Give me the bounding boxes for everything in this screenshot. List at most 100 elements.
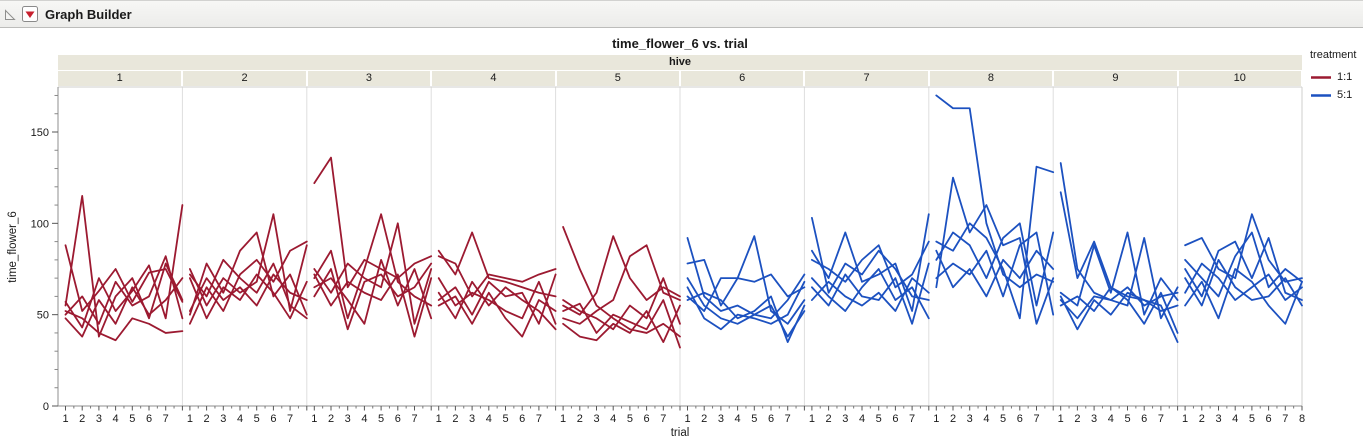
series-line [1059,231,1179,316]
facet-label: 5 [556,71,679,86]
series-line [935,222,1055,307]
legend-item[interactable]: 1:1 [1310,68,1356,86]
legend-title: treatment [1310,49,1357,61]
x-tick-label: 3 [1091,413,1097,425]
x-tick-label: 3 [842,413,848,425]
legend-line-swatch [1311,75,1331,79]
x-tick-label: 2 [1199,413,1205,425]
x-tick-label: 5 [378,413,384,425]
series-line [437,273,557,325]
series-line [1184,231,1303,298]
x-tick-label: 5 [876,413,882,425]
series-line [686,277,806,338]
x-tick-label: 3 [469,413,475,425]
series-line [1184,268,1303,325]
legend-item-label: 1:1 [1337,71,1353,83]
series-line [686,237,806,320]
x-tick-label: 7 [785,413,791,425]
x-tick-label: 5 [751,413,757,425]
x-tick-label: 6 [1141,413,1147,425]
x-tick-label: 3 [967,413,973,425]
x-tick-label: 3 [220,413,226,425]
facet-variable-band: hive [58,55,1302,70]
series-line [188,273,308,320]
x-tick-label: 5 [502,413,508,425]
x-tick-label: 3 [718,413,724,425]
series-line [64,310,184,342]
series-line [188,273,308,312]
x-tick-label: 7 [1033,413,1039,425]
red-triangle-menu-button[interactable] [22,6,38,22]
series-line [562,235,681,316]
series-line [1059,291,1179,343]
window-title: Graph Builder [45,6,132,22]
facet-header-row: 1 2 3 4 5 6 7 8 9 10 [58,71,1302,86]
series-line [811,216,930,301]
x-tick-label: 4 [1232,413,1238,425]
titlebar: Graph Builder [0,0,1363,28]
x-tick-label: 2 [701,413,707,425]
x-tick-label: 2 [950,413,956,425]
x-tick-label: 4 [1108,413,1114,425]
facet-label: 10 [1178,71,1301,86]
x-tick-label: 6 [768,413,774,425]
x-tick-label: 7 [411,413,417,425]
facet-label: 6 [681,71,804,86]
series-line [1184,258,1303,307]
x-tick-label: 4 [983,413,989,425]
x-tick-label: 5 [1124,413,1130,425]
series-line [686,291,806,343]
series-line [686,235,806,325]
series-line [686,280,806,331]
series-line [64,277,184,338]
series-line [313,262,433,331]
x-tick-label: 1 [1058,413,1064,425]
x-tick-label: 3 [1215,413,1221,425]
series-line [64,195,184,338]
y-tick-label: 100 [31,218,49,230]
x-tick-label: 2 [826,413,832,425]
x-tick-label: 1 [684,413,690,425]
series-line [313,273,433,338]
x-tick-label: 4 [735,413,741,425]
y-tick-label: 50 [37,310,49,322]
x-tick-label: 1 [436,413,442,425]
x-tick-label: 3 [96,413,102,425]
graph-title: time_flower_6 vs. trial [612,36,748,51]
series-line [562,226,681,338]
series-line [1184,213,1303,283]
series-line [64,204,184,329]
x-tick-label: 6 [519,413,525,425]
x-tick-label: 7 [660,413,666,425]
x-tick-label: 4 [610,413,616,425]
x-tick-label: 5 [129,413,135,425]
y-tick-label: 0 [43,401,49,413]
x-tick-label: 6 [892,413,898,425]
series-line [935,249,1055,298]
x-tick-label: 8 [1299,413,1305,425]
series-line [188,231,308,316]
x-tick-label: 5 [1000,413,1006,425]
x-tick-label: 2 [204,413,210,425]
legend-item[interactable]: 5:1 [1310,86,1356,104]
x-tick-label: 1 [933,413,939,425]
x-tick-label: 4 [113,413,119,425]
facet-label: 9 [1054,71,1177,86]
facet-label: 8 [929,71,1053,86]
series-line [811,268,930,320]
x-tick-label: 5 [627,413,633,425]
x-tick-label: 1 [560,413,566,425]
x-tick-label: 4 [361,413,367,425]
series-line [935,176,1055,325]
x-tick-label: 3 [345,413,351,425]
facet-label: 2 [183,71,306,86]
facet-label: 1 [58,71,182,86]
x-tick-label: 7 [1282,413,1288,425]
x-tick-label: 7 [909,413,915,425]
series-line [437,255,557,298]
x-tick-label: 2 [452,413,458,425]
disclosure-triangle-icon[interactable] [4,8,17,21]
series-line [437,280,557,331]
